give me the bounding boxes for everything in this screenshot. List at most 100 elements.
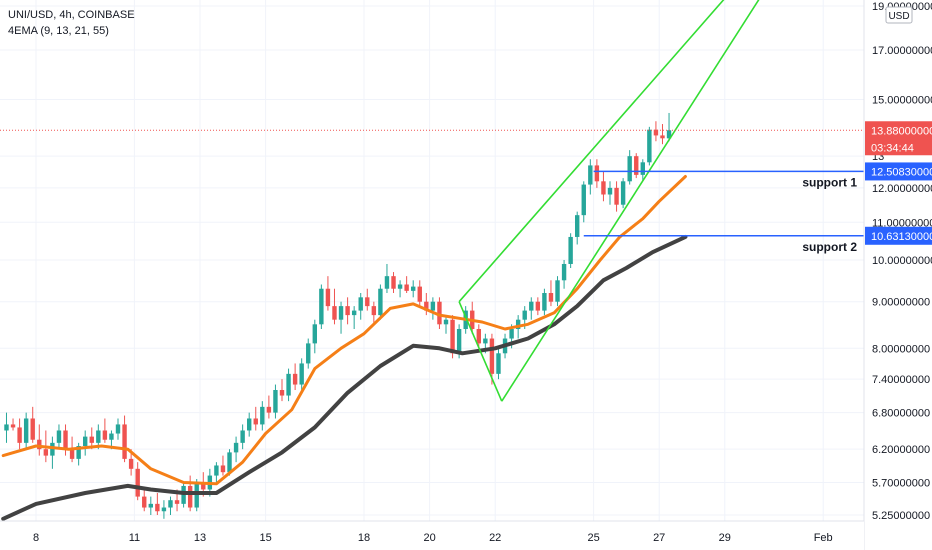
time-tick-label: 11 [129, 532, 140, 544]
candle-body [653, 129, 659, 136]
candle-body [476, 329, 481, 344]
candle-body [332, 306, 337, 320]
support-price-tag [865, 226, 932, 245]
price-axis[interactable]: 5.25000000 5.70000000 6.20000000 6.80000000… [863, 0, 932, 550]
candle-body [279, 390, 285, 396]
candle-body [161, 507, 167, 512]
candle-body [365, 297, 370, 307]
candle-body [37, 439, 42, 450]
candle-body [542, 293, 547, 311]
candle-body [63, 430, 68, 450]
candle-body [568, 236, 573, 264]
currency-badge[interactable] [885, 6, 913, 24]
candle-body [227, 452, 232, 473]
candle-body [115, 424, 121, 434]
candle-body [89, 436, 94, 443]
support-label: support 1 [802, 175, 857, 189]
time-tick-label: 20 [423, 532, 435, 544]
candle-body [30, 418, 35, 440]
candle-body [437, 301, 442, 325]
candle-body [128, 458, 134, 469]
time-axis[interactable]: 8 11 13 15 18 20 22 25 27 29 Feb [0, 520, 864, 550]
price-tick-label: 15.00000000 [872, 95, 932, 107]
candle-body [417, 286, 422, 302]
countdown-label: 03:34:44 [871, 142, 914, 154]
candle-body [155, 503, 160, 512]
candle-body [358, 297, 363, 311]
time-axis-background [0, 521, 864, 550]
candle-body [483, 338, 488, 344]
candle-body [292, 373, 298, 385]
time-tick-label: 27 [653, 532, 665, 544]
candle-body [299, 363, 304, 385]
support-levels: support 1 support 2 [0, 129, 864, 254]
candle-body [168, 500, 173, 508]
candle-body [17, 427, 22, 443]
currency-badge-label[interactable]: USD [888, 11, 909, 22]
candle-body [312, 324, 317, 344]
candle-body [43, 449, 49, 456]
candle-body [634, 156, 639, 175]
candle-body [535, 301, 541, 311]
candle-body [509, 329, 514, 339]
candle-body [555, 280, 560, 302]
price-axis-background [864, 0, 932, 550]
candle-body [607, 187, 613, 195]
time-tick-label: 13 [194, 532, 206, 544]
grid-lines [0, 0, 864, 521]
candle-body [10, 424, 16, 428]
candle-body [50, 442, 55, 456]
channel-lower-line [501, 0, 760, 402]
candle-body [319, 288, 324, 325]
price-tick-label: 6.80000000 [872, 408, 930, 420]
candle-body [561, 263, 567, 281]
candle-body [397, 284, 403, 289]
candle-body [581, 184, 586, 216]
candle-body [627, 156, 632, 182]
ema-55-line [1, 234, 688, 521]
candle-body [345, 306, 350, 316]
candle-body [4, 424, 9, 431]
time-tick-label: Feb [814, 532, 833, 544]
candle-body [384, 276, 390, 289]
support-price-label: 10.63130000 [871, 231, 932, 243]
ema-lines [1, 175, 688, 521]
candle-body [588, 165, 593, 185]
price-tick-label: 9.00000000 [872, 297, 930, 309]
candle-body [515, 319, 521, 330]
candle-body [640, 162, 645, 175]
last-price-tag [865, 121, 932, 156]
time-tick-label: 18 [358, 532, 370, 544]
price-tick-label: 8.00000000 [872, 343, 930, 355]
candle-body [122, 424, 127, 459]
time-tick-label: 15 [259, 532, 271, 544]
price-tick-label: 6.20000000 [872, 444, 930, 456]
chart-legend: UNI/USD, 4h, COINBASE 4EMA (9, 13, 21, 5… [8, 7, 135, 39]
channel-upper-line [458, 0, 725, 303]
candle-body [187, 485, 193, 508]
support-label: support 2 [802, 240, 857, 254]
candle-body [247, 418, 252, 431]
candle-body [76, 446, 81, 459]
candle-body [174, 500, 180, 504]
candle-body [404, 284, 409, 291]
support-price-tag [865, 162, 932, 181]
indicator-title[interactable]: 4EMA (9, 13, 21, 55) [8, 25, 109, 37]
candle-body [56, 430, 62, 443]
candle-body [142, 496, 147, 508]
support-price-label: 12.50830000 [871, 166, 932, 178]
candle-body [96, 430, 101, 443]
candle-body [220, 465, 226, 473]
price-tick-label: 5.25000000 [872, 510, 930, 522]
candle-body [286, 373, 291, 396]
candle-body [411, 286, 416, 291]
candle-body [371, 306, 377, 316]
candle-body [306, 343, 311, 364]
candle-body [430, 301, 436, 311]
symbol-title[interactable]: UNI/USD, 4h, COINBASE [8, 9, 135, 21]
candle-body [496, 353, 501, 374]
candle-body [660, 135, 665, 139]
price-tick-label: 10.00000000 [872, 255, 932, 267]
candle-body [489, 338, 495, 374]
